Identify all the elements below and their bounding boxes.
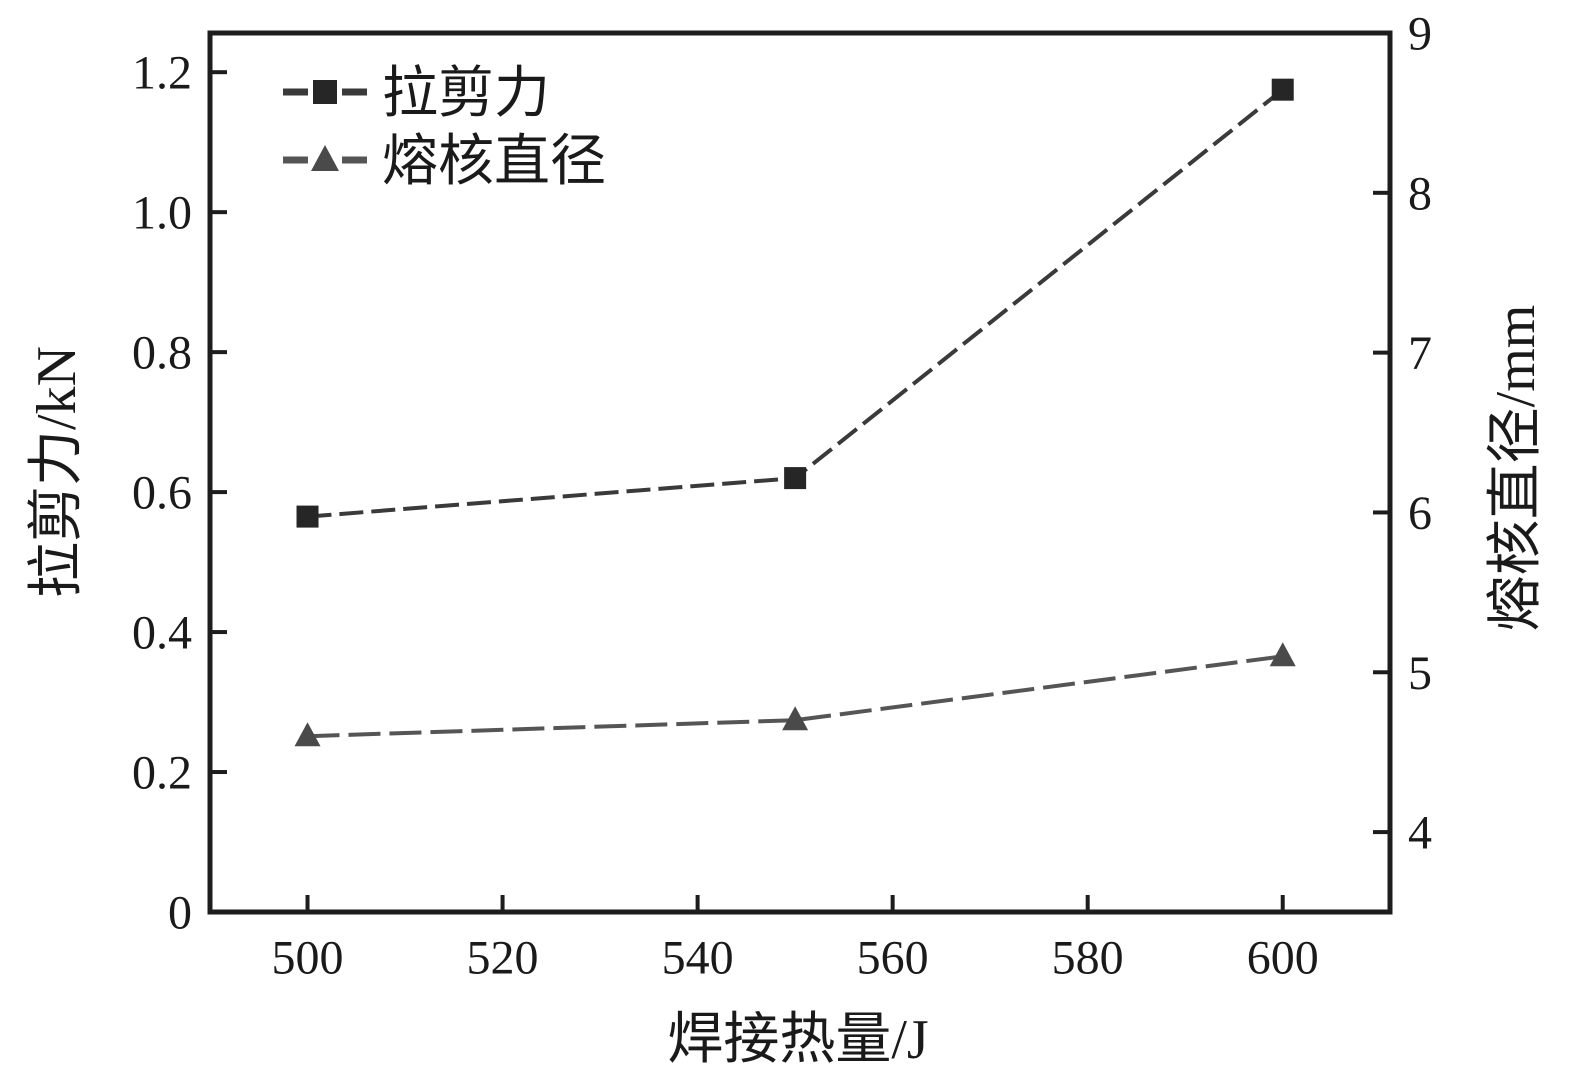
legend-square-marker-icon [313,80,337,104]
nugget-diameter-marker [782,706,809,731]
x-tick-label: 500 [272,932,344,985]
x-tick-label: 520 [467,932,539,985]
tensile-shear-force-marker [296,505,319,528]
y-left-tick-label: 1.2 [132,47,192,100]
y-left-tick-label: 0.8 [132,327,192,380]
x-tick-label: 540 [662,932,734,985]
y-left-axis-title: 拉剪力/kN [26,346,88,598]
y-right-tick-label: 5 [1408,647,1432,700]
plot-frame [207,30,1393,915]
nugget-diameter-marker [294,722,321,747]
nugget-diameter-marker [1269,642,1296,667]
legend-label: 熔核直径 [382,131,606,193]
legend-item-tensile-shear-force: 拉剪力 [283,63,550,125]
legend-triangle-marker-icon [311,145,339,171]
y-left-tick-label: 1.0 [132,187,192,240]
legend-label: 拉剪力 [382,63,550,125]
y-right-tick-label: 8 [1408,167,1432,220]
x-tick-label: 600 [1247,932,1319,985]
x-tick-label: 560 [857,932,929,985]
y-right-tick-label: 9 [1408,8,1432,61]
y-left-tick-label: 0.6 [132,467,192,520]
legend-item-nugget-diameter: 熔核直径 [283,131,606,193]
y-right-tick-label: 4 [1408,807,1432,860]
y-left-tick-label: 0 [168,887,192,940]
tensile-shear-force-marker [1271,78,1294,101]
y-left-tick-label: 0.4 [132,607,192,660]
y-right-tick-label: 6 [1408,487,1432,540]
y-right-axis-title: 熔核直径/mm [1485,305,1547,632]
x-tick-label: 580 [1052,932,1124,985]
y-left-tick-label: 0.2 [132,747,192,800]
x-axis-title: 焊接热量/J [667,1009,928,1071]
tensile-shear-force-marker [784,467,807,490]
y-right-tick-label: 7 [1408,327,1432,380]
